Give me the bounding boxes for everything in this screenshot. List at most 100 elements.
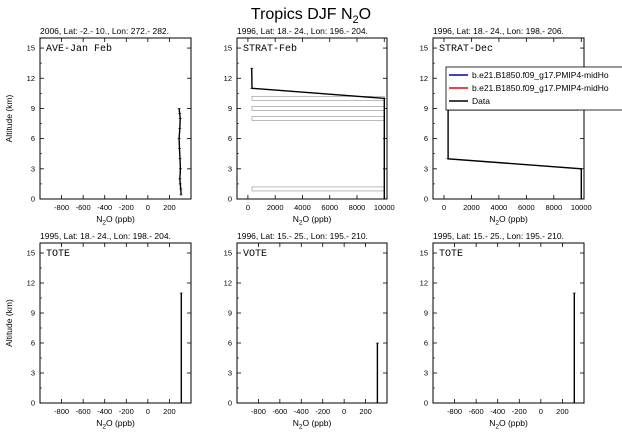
panel-header: 1995, Lat: 18.- 24., Lon: 198.- 204. xyxy=(40,231,171,241)
y-tick-label: 0 xyxy=(228,399,232,408)
y-tick-label: 9 xyxy=(424,309,428,318)
y-tick-label: 3 xyxy=(228,369,232,378)
y-tick-label: 9 xyxy=(31,104,35,113)
y-tick-label: 15 xyxy=(420,249,428,258)
y-tick-label: 6 xyxy=(31,134,35,143)
plot-frame xyxy=(39,242,192,404)
panel-2: 1996, Lat: 18.- 24., Lon: 196.- 204. 0 3 6 9… xyxy=(224,26,395,227)
panel-label: AVE-Jan Feb xyxy=(46,43,112,55)
x-tick-label: -200 xyxy=(119,203,134,212)
panel-4: 1995, Lat: 18.- 24., Lon: 198.- 204. 0 3 6 9… xyxy=(4,231,192,431)
figure-title: Tropics DJF N2O xyxy=(251,6,371,26)
x-tick-label: 6000 xyxy=(518,203,535,212)
y-tick-label: 6 xyxy=(424,134,428,143)
y-tick-label: 15 xyxy=(224,249,232,258)
x-axis-label: N2O (ppb) xyxy=(96,214,135,227)
x-axis-label: N2O (ppb) xyxy=(293,214,332,227)
x-tick-label: -600 xyxy=(76,203,91,212)
y-tick-label: 0 xyxy=(424,399,428,408)
legend: b.e21.B1850.f09_g17.PMIP4-midHo b.e21.B18… xyxy=(445,66,622,111)
y-tick-label: 12 xyxy=(27,279,35,288)
data-series-line xyxy=(178,108,182,196)
x-tick-label: 4000 xyxy=(294,203,311,212)
x-tick-label: -800 xyxy=(251,407,266,416)
panel-header: 1996, Lat: 18.- 24., Lon: 198.- 206. xyxy=(433,26,564,36)
panel-3: 1996, Lat: 18.- 24., Lon: 198.- 206. 0 3 6 9… xyxy=(420,26,622,227)
x-tick-label: -600 xyxy=(76,407,91,416)
y-axis-label: Altitude (km) xyxy=(4,94,14,142)
y-tick-label: 15 xyxy=(27,249,35,258)
y-tick-label: 0 xyxy=(424,195,428,204)
y-tick-label: 0 xyxy=(31,399,35,408)
y-tick-label: 9 xyxy=(31,309,35,318)
plot-frame xyxy=(236,37,388,200)
panel-label: TOTE xyxy=(46,249,70,260)
y-tick-label: 6 xyxy=(424,339,428,348)
x-tick-label: 200 xyxy=(359,407,372,416)
legend-entry: b.e21.B1850.f09_g17.PMIP4-midHo xyxy=(472,83,609,93)
data-series-line xyxy=(447,68,582,199)
x-tick-label: -400 xyxy=(97,407,112,416)
x-tick-label: 0 xyxy=(539,407,543,416)
x-axis-label: N2O (ppb) xyxy=(489,418,528,431)
x-tick-label: -400 xyxy=(294,407,309,416)
y-tick-label: 12 xyxy=(420,74,428,83)
panel-label: VOTE xyxy=(243,249,267,260)
panel-header: 1996, Lat: 18.- 24., Lon: 196.- 204. xyxy=(237,26,368,36)
panel-label: TOTE xyxy=(439,249,463,260)
x-tick-label: 0 xyxy=(246,203,250,212)
x-tick-label: 2000 xyxy=(267,203,284,212)
panel-6: 1995, Lat: 15.- 25., Lon: 195.- 210. 0 3 6 9… xyxy=(420,231,585,431)
y-tick-label: 0 xyxy=(228,195,232,204)
y-tick-label: 6 xyxy=(228,134,232,143)
x-tick-label: -800 xyxy=(54,203,69,212)
y-tick-label: 15 xyxy=(420,44,428,53)
y-tick-label: 3 xyxy=(31,164,35,173)
y-tick-label: 3 xyxy=(424,164,428,173)
x-tick-label: 10000 xyxy=(571,203,592,212)
y-tick-label: 3 xyxy=(31,369,35,378)
y-tick-label: 9 xyxy=(424,104,428,113)
y-tick-label: 15 xyxy=(27,44,35,53)
x-tick-label: 0 xyxy=(342,407,346,416)
x-tick-label: 6000 xyxy=(321,203,338,212)
y-tick-label: 3 xyxy=(228,164,232,173)
x-tick-label: 200 xyxy=(556,407,569,416)
panel-header: 2006, Lat: -2.- 10., Lon: 272.- 282. xyxy=(40,26,169,36)
panel-header: 1996, Lat: 15.- 25., Lon: 195.- 210. xyxy=(237,231,368,241)
x-tick-label: 2000 xyxy=(463,203,480,212)
y-tick-label: 12 xyxy=(27,74,35,83)
plot-frame xyxy=(432,242,585,404)
x-tick-label: -200 xyxy=(119,407,134,416)
legend-entry: b.e21.B1850.f09_g17.PMIP4-midHo xyxy=(472,70,609,80)
data-series-line xyxy=(251,68,385,199)
y-tick-label: 9 xyxy=(228,309,232,318)
model-range-band xyxy=(251,116,385,121)
y-tick-label: 3 xyxy=(424,369,428,378)
x-tick-label: 4000 xyxy=(491,203,508,212)
plot-frame xyxy=(39,37,192,200)
panel-label: STRAT-Feb xyxy=(243,43,297,55)
x-axis-label: N2O (ppb) xyxy=(489,214,528,227)
x-tick-label: -800 xyxy=(54,407,69,416)
y-tick-label: 6 xyxy=(31,339,35,348)
y-tick-label: 9 xyxy=(228,104,232,113)
panel-5: 1996, Lat: 15.- 25., Lon: 195.- 210. 0 3 6 9… xyxy=(224,231,388,431)
x-tick-label: 0 xyxy=(442,203,446,212)
x-tick-label: -600 xyxy=(469,407,484,416)
x-tick-label: 10000 xyxy=(374,203,395,212)
panel-label: STRAT-Dec xyxy=(439,44,493,55)
y-tick-label: 12 xyxy=(224,74,232,83)
x-tick-label: -200 xyxy=(315,407,330,416)
panels: 2006, Lat: -2.- 10., Lon: 272.- 282. 0 3 6 9… xyxy=(4,26,622,431)
x-tick-label: -600 xyxy=(272,407,287,416)
model-range-band xyxy=(251,106,385,111)
x-tick-label: 8000 xyxy=(545,203,562,212)
panel-header: 1995, Lat: 15.- 25., Lon: 195.- 210. xyxy=(433,231,564,241)
y-tick-label: 0 xyxy=(31,195,35,204)
x-tick-label: 200 xyxy=(163,203,176,212)
y-tick-label: 6 xyxy=(228,339,232,348)
legend-entry: Data xyxy=(472,96,490,106)
x-tick-label: -800 xyxy=(447,407,462,416)
